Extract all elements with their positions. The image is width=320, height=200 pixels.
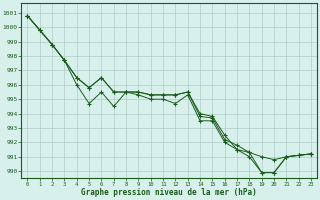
X-axis label: Graphe pression niveau de la mer (hPa): Graphe pression niveau de la mer (hPa) [81, 188, 257, 197]
